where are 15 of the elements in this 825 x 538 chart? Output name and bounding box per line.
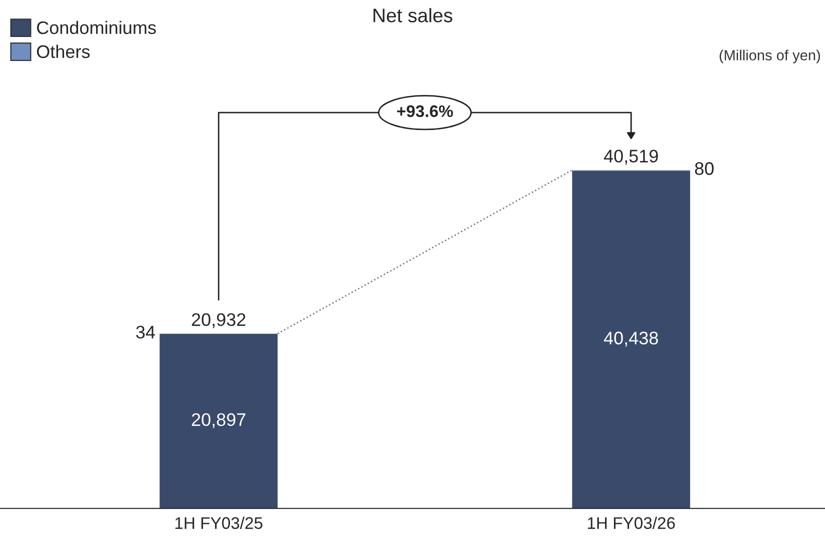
total-label: 40,519	[604, 150, 658, 165]
x-tick-label: 1H FY03/26	[588, 516, 675, 529]
legend-label: Others	[36, 44, 90, 58]
text: +93.6%	[397, 105, 453, 118]
total-label: 20,932	[192, 313, 246, 328]
bar	[572, 170, 690, 508]
data-label: 40,438	[604, 332, 658, 347]
bar	[160, 334, 278, 508]
legend-label: Condominiums	[37, 20, 156, 34]
data-label: 34	[136, 326, 155, 338]
text: (Millions of yen)	[720, 50, 820, 64]
data-label: 80	[695, 162, 714, 175]
x-tick-label: 1H FY03/25	[175, 516, 262, 529]
chart-title: Net sales	[374, 8, 452, 22]
data-label: 20,897	[192, 413, 246, 428]
